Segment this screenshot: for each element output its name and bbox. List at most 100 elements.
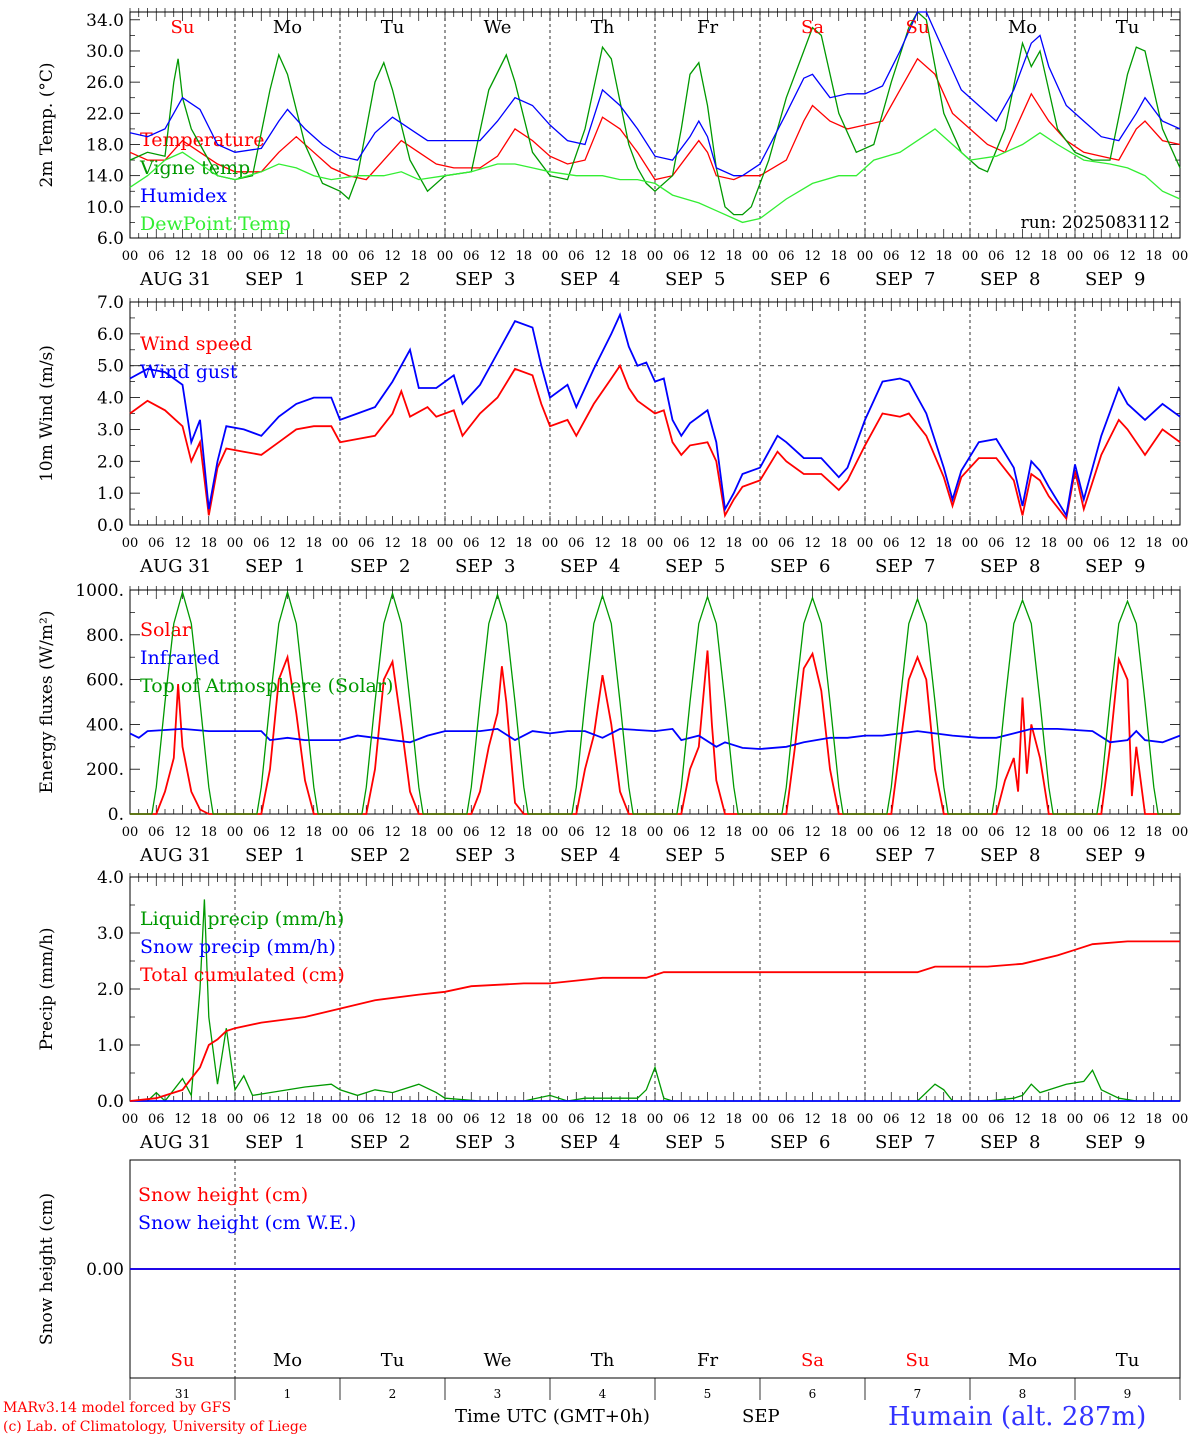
hour-tick-label: 00 — [227, 825, 244, 840]
hour-tick-label: 06 — [883, 249, 900, 264]
hour-tick-label: 00 — [227, 249, 244, 264]
hour-tick-label: 06 — [883, 536, 900, 551]
day-number-label: 1 — [284, 1387, 292, 1401]
date-label: AUG 31 — [139, 556, 211, 577]
day-number-label: 5 — [704, 1387, 712, 1401]
hour-tick-label: 12 — [804, 536, 821, 551]
hour-tick-label: 06 — [778, 536, 795, 551]
hour-tick-label: 18 — [305, 1112, 322, 1127]
weekday-label: Tu — [381, 1350, 405, 1371]
y-tick-label: 3.0 — [97, 924, 124, 944]
hour-tick-label: 00 — [752, 536, 769, 551]
hour-tick-label: 06 — [988, 249, 1005, 264]
hour-tick-label: 12 — [384, 1112, 401, 1127]
date-label: SEP 9 — [1085, 269, 1145, 290]
hour-tick-label: 00 — [647, 825, 664, 840]
hour-tick-label: 00 — [647, 1112, 664, 1127]
hour-tick-label: 06 — [463, 825, 480, 840]
series-line-dewpoint-temp — [129, 128, 1181, 224]
date-label: SEP 7 — [875, 556, 935, 577]
hour-tick-label: 00 — [332, 1112, 349, 1127]
hour-tick-label: 06 — [673, 825, 690, 840]
hour-tick-label: 18 — [200, 536, 217, 551]
hour-tick-label: 12 — [279, 536, 296, 551]
hour-tick-label: 12 — [699, 536, 716, 551]
y-tick-label: 7.0 — [97, 293, 124, 313]
hour-tick-label: 06 — [568, 536, 585, 551]
hour-tick-label: 06 — [1093, 536, 1110, 551]
y-tick-label: 600. — [86, 671, 124, 691]
y-tick-label: 10.0 — [86, 198, 124, 218]
date-label: SEP 3 — [455, 1132, 515, 1153]
hour-tick-label: 12 — [279, 1112, 296, 1127]
hour-tick-label: 00 — [332, 825, 349, 840]
hour-tick-label: 00 — [332, 249, 349, 264]
hour-tick-label: 06 — [148, 249, 165, 264]
hour-tick-label: 12 — [279, 249, 296, 264]
y-tick-label: 18.0 — [86, 135, 124, 155]
hour-tick-label: 00 — [542, 249, 559, 264]
hour-tick-label: 18 — [1145, 825, 1162, 840]
date-label: SEP 6 — [770, 845, 830, 866]
hour-tick-label: 06 — [148, 825, 165, 840]
y-tick-label: 26.0 — [86, 73, 124, 93]
hour-tick-label: 12 — [1014, 536, 1031, 551]
y-tick-label: 2.0 — [97, 452, 124, 472]
hour-tick-label: 06 — [883, 1112, 900, 1127]
hour-tick-label: 18 — [725, 1112, 742, 1127]
hour-tick-label: 12 — [1119, 825, 1136, 840]
credit-line-1: MARv3.14 model forced by GFS — [3, 1400, 232, 1416]
y-tick-label: 200. — [86, 760, 124, 780]
hour-tick-label: 12 — [1119, 1112, 1136, 1127]
date-label: SEP 1 — [245, 556, 305, 577]
hour-tick-label: 00 — [752, 825, 769, 840]
hour-tick-label: 00 — [1172, 249, 1189, 264]
y-tick-label: 1.0 — [97, 1036, 124, 1056]
date-label: SEP 1 — [245, 1132, 305, 1153]
weekday-label: Su — [171, 1350, 195, 1371]
hour-tick-label: 12 — [174, 1112, 191, 1127]
date-label: SEP 6 — [770, 1132, 830, 1153]
hour-tick-label: 18 — [410, 249, 427, 264]
legend-entry: Snow height (cm) — [138, 1184, 308, 1206]
date-label: SEP 6 — [770, 556, 830, 577]
hour-tick-label: 12 — [489, 825, 506, 840]
hour-tick-label: 06 — [778, 825, 795, 840]
hour-tick-label: 06 — [568, 1112, 585, 1127]
hour-tick-label: 00 — [1172, 825, 1189, 840]
hour-tick-label: 18 — [725, 825, 742, 840]
weekday-label: We — [484, 17, 512, 38]
hour-tick-label: 06 — [883, 825, 900, 840]
hour-tick-label: 12 — [174, 825, 191, 840]
hour-tick-label: 00 — [437, 536, 454, 551]
hour-tick-label: 06 — [253, 536, 270, 551]
weekday-label: Mo — [1008, 17, 1037, 38]
y-axis-title: Precip (mm/h) — [37, 927, 57, 1050]
legend-entry: Infrared — [140, 647, 220, 669]
y-tick-label: 34.0 — [86, 11, 124, 31]
date-label: SEP 5 — [665, 556, 725, 577]
legend-entry: Snow precip (mm/h) — [140, 936, 336, 958]
y-tick-label: 0. — [108, 805, 124, 825]
station-label: Humain (alt. 287m) — [888, 1402, 1147, 1432]
date-label: AUG 31 — [139, 269, 211, 290]
date-label: SEP 8 — [980, 269, 1040, 290]
hour-tick-label: 18 — [305, 249, 322, 264]
hour-tick-label: 00 — [122, 249, 139, 264]
date-label: SEP 3 — [455, 556, 515, 577]
hour-tick-label: 00 — [542, 536, 559, 551]
hour-tick-label: 00 — [962, 249, 979, 264]
series-line-vigne-temp — [129, 10, 1181, 216]
date-label: AUG 31 — [139, 845, 211, 866]
hour-tick-label: 18 — [1040, 536, 1057, 551]
hour-tick-label: 00 — [437, 1112, 454, 1127]
hour-tick-label: 06 — [568, 249, 585, 264]
legend-entry: Temperature — [140, 129, 264, 151]
hour-tick-label: 18 — [1040, 249, 1057, 264]
hour-tick-label: 18 — [515, 1112, 532, 1127]
hour-tick-label: 18 — [200, 825, 217, 840]
y-tick-label: 400. — [86, 715, 124, 735]
hour-tick-label: 06 — [988, 1112, 1005, 1127]
hour-tick-label: 06 — [463, 249, 480, 264]
y-tick-label: 4.0 — [97, 389, 124, 409]
